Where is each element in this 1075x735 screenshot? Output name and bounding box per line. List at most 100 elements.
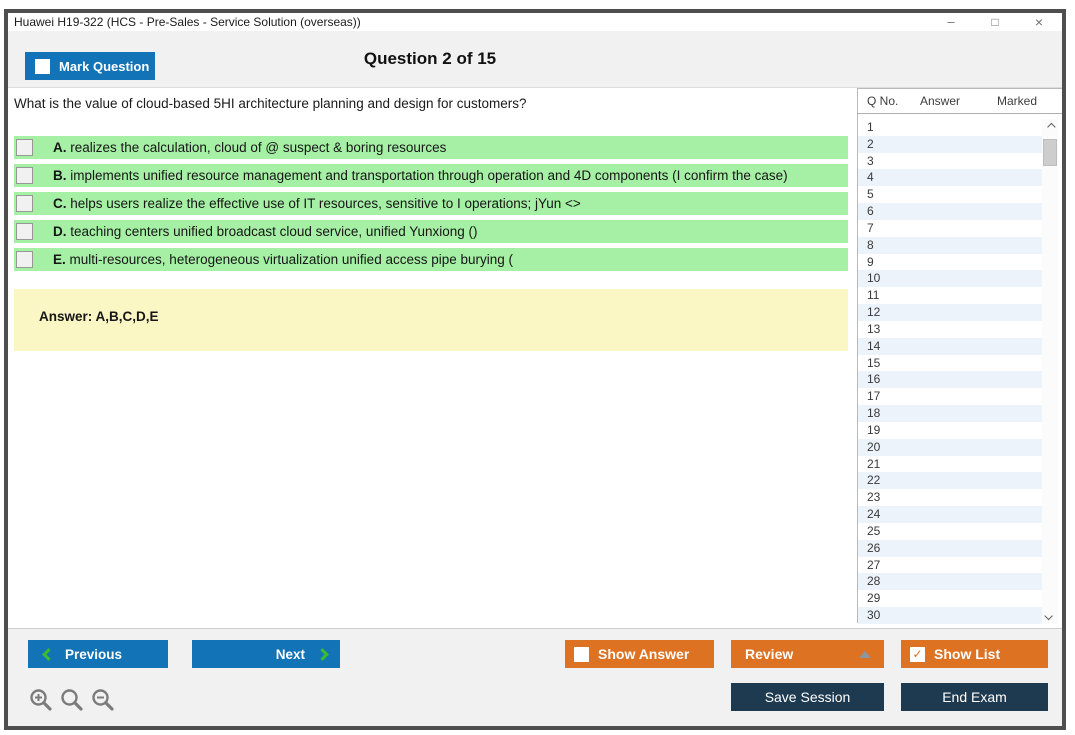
column-marked: Marked — [997, 94, 1038, 108]
show-answer-button[interactable]: Show Answer — [565, 640, 714, 668]
question-number: 15 — [867, 355, 881, 370]
zoom-in-icon[interactable] — [28, 687, 54, 713]
question-area: What is the value of cloud-based 5HI arc… — [14, 96, 850, 351]
answer-option[interactable]: B. implements unified resource managemen… — [14, 164, 848, 187]
question-list-row[interactable]: 2 — [858, 135, 1047, 153]
question-list-row[interactable]: 10 — [858, 270, 1047, 288]
question-list-row[interactable]: 6 — [858, 203, 1047, 220]
answer-option[interactable]: C. helps users realize the effective use… — [14, 192, 848, 215]
save-session-label: Save Session — [764, 689, 851, 705]
scroll-down-icon[interactable] — [1042, 608, 1058, 624]
mark-question-button[interactable]: Mark Question — [25, 52, 155, 80]
question-list-row[interactable]: 11 — [858, 287, 1047, 305]
option-letter: A. — [53, 140, 67, 155]
question-list-row[interactable]: 22 — [858, 472, 1047, 490]
question-number: 28 — [867, 574, 881, 589]
option-checkbox[interactable] — [16, 195, 33, 212]
option-checkbox[interactable] — [16, 251, 33, 268]
option-text: D. teaching centers unified broadcast cl… — [53, 222, 478, 240]
answer-option[interactable]: D. teaching centers unified broadcast cl… — [14, 220, 848, 243]
minimize-icon[interactable]: – — [947, 14, 955, 29]
question-list-row[interactable]: 14 — [858, 337, 1047, 355]
option-checkbox[interactable] — [16, 139, 33, 156]
question-list-row[interactable]: 30 — [858, 607, 1047, 624]
question-list-row[interactable]: 28 — [858, 573, 1047, 591]
question-list-row[interactable]: 25 — [858, 522, 1047, 540]
option-checkbox[interactable] — [16, 223, 33, 240]
answer-box: Answer: A,B,C,D,E — [14, 289, 848, 351]
option-text: A. realizes the calculation, cloud of @ … — [53, 138, 446, 156]
question-list-row[interactable]: 20 — [858, 438, 1047, 456]
scroll-up-icon[interactable] — [1042, 119, 1058, 135]
app-window-inner: Huawei H19-322 (HCS - Pre-Sales - Servic… — [8, 13, 1062, 726]
review-button[interactable]: Review — [731, 640, 884, 668]
question-list-row[interactable]: 24 — [858, 506, 1047, 523]
option-body: multi-resources, heterogeneous virtualiz… — [69, 252, 514, 267]
next-button[interactable]: Next — [192, 640, 340, 668]
question-number: 11 — [867, 288, 880, 303]
question-list-row[interactable]: 7 — [858, 219, 1047, 237]
question-list-row[interactable]: 18 — [858, 405, 1047, 422]
question-number: 3 — [867, 153, 874, 168]
answer-option[interactable]: E. multi-resources, heterogeneous virtua… — [14, 248, 848, 271]
option-letter: C. — [53, 196, 67, 211]
close-icon[interactable]: × — [1034, 14, 1044, 30]
question-number: 6 — [867, 204, 874, 219]
window-title: Huawei H19-322 (HCS - Pre-Sales - Servic… — [14, 15, 361, 29]
scrollbar-thumb[interactable] — [1043, 139, 1057, 166]
question-counter: Question 2 of 15 — [363, 49, 497, 68]
chevron-down-icon — [1044, 611, 1053, 621]
end-exam-button[interactable]: End Exam — [901, 683, 1048, 711]
previous-button[interactable]: Previous — [28, 640, 168, 668]
question-list-row[interactable]: 26 — [858, 539, 1047, 557]
title-bar: Huawei H19-322 (HCS - Pre-Sales - Servic… — [8, 13, 1062, 31]
option-body: realizes the calculation, cloud of @ sus… — [70, 140, 447, 155]
option-checkbox[interactable] — [16, 167, 33, 184]
question-list-row[interactable]: 4 — [858, 169, 1047, 187]
mark-question-checkbox[interactable] — [35, 58, 50, 74]
question-number: 14 — [867, 338, 881, 353]
question-number: 20 — [867, 439, 881, 454]
question-number: 19 — [867, 422, 881, 437]
question-number: 22 — [867, 473, 881, 488]
question-list-panel: Q No. Answer Marked 1 2 3 4 5 6 7 8 9 10… — [857, 88, 1062, 624]
question-list-row[interactable]: 23 — [858, 489, 1047, 507]
column-answer: Answer — [920, 94, 961, 108]
question-list-row[interactable]: 13 — [858, 320, 1047, 338]
question-number: 24 — [867, 507, 881, 522]
option-letter: E. — [53, 252, 66, 267]
column-qno: Q No. — [867, 94, 899, 108]
question-number: 13 — [867, 321, 881, 336]
previous-label: Previous — [65, 646, 123, 662]
zoom-out-icon[interactable] — [90, 687, 116, 713]
question-list-row[interactable]: 21 — [858, 455, 1047, 473]
show-list-checkbox[interactable]: ✓ — [910, 646, 925, 662]
question-list-row[interactable]: 17 — [858, 388, 1047, 406]
question-list-row[interactable]: 19 — [858, 421, 1047, 439]
question-list-row[interactable]: 16 — [858, 371, 1047, 389]
question-list-row[interactable]: 1 — [858, 119, 1047, 136]
question-list-row[interactable]: 8 — [858, 236, 1047, 254]
question-number: 16 — [867, 372, 881, 387]
zoom-reset-icon[interactable] — [59, 687, 85, 713]
question-list-row[interactable]: 29 — [858, 590, 1047, 608]
maximize-icon[interactable]: □ — [991, 15, 999, 29]
answer-option[interactable]: A. realizes the calculation, cloud of @ … — [14, 136, 848, 159]
question-number: 1 — [867, 120, 874, 134]
save-session-button[interactable]: Save Session — [731, 683, 884, 711]
question-list-row[interactable]: 12 — [858, 304, 1047, 321]
question-list-row[interactable]: 15 — [858, 354, 1047, 372]
question-number: 7 — [867, 220, 874, 235]
show-list-button[interactable]: ✓ Show List — [901, 640, 1048, 668]
question-list-row[interactable]: 27 — [858, 556, 1047, 574]
list-scrollbar[interactable] — [1042, 119, 1058, 624]
check-icon: ✓ — [912, 646, 923, 661]
question-list-row[interactable]: 5 — [858, 186, 1047, 204]
options-list: A. realizes the calculation, cloud of @ … — [14, 136, 850, 271]
option-text: E. multi-resources, heterogeneous virtua… — [53, 250, 513, 268]
mark-question-label: Mark Question — [59, 58, 150, 74]
show-answer-checkbox[interactable] — [574, 646, 589, 662]
question-list-row[interactable]: 3 — [858, 152, 1047, 170]
zoom-toolbar — [28, 687, 116, 713]
question-list-row[interactable]: 9 — [858, 253, 1047, 271]
